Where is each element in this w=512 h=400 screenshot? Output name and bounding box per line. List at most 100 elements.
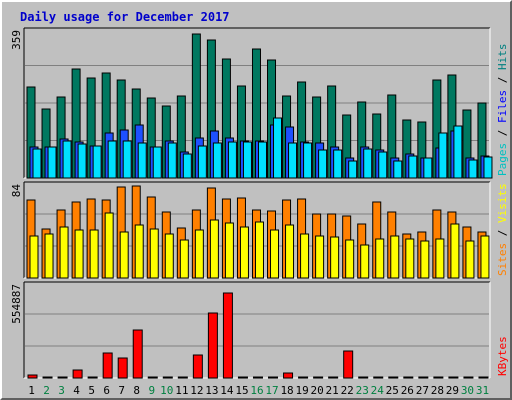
- day-27-bars: [417, 121, 433, 179]
- day-29-bars: [447, 211, 460, 279]
- day-25-bars: [387, 211, 400, 279]
- bar-kbytes: [463, 376, 474, 379]
- x-tick-label: 21: [326, 384, 339, 397]
- x-tick-label: 23: [356, 384, 369, 397]
- bar-visits: [330, 236, 340, 279]
- day-24-bars: [372, 113, 388, 179]
- bar-visits: [29, 235, 39, 279]
- day-3-bars: [57, 376, 68, 379]
- bar-pages: [483, 156, 493, 179]
- day-11-bars: [176, 95, 192, 179]
- day-6-bars: [102, 352, 113, 379]
- day-23-bars: [357, 223, 370, 279]
- x-tick-label: 5: [88, 384, 95, 397]
- bar-pages: [333, 149, 343, 179]
- day-20-bars: [312, 96, 328, 179]
- panel-visits-sites: 84 Sites / Visits: [10, 181, 509, 279]
- y-max-label: 84: [10, 184, 23, 198]
- x-tick-label: 18: [280, 384, 293, 397]
- bar-pages: [408, 155, 418, 179]
- bar-kbytes: [313, 376, 324, 379]
- x-tick-label: 19: [295, 384, 308, 397]
- bar-kbytes: [418, 376, 429, 379]
- bar-kbytes: [268, 376, 279, 379]
- day-9-bars: [146, 196, 159, 279]
- day-19-bars: [297, 198, 310, 279]
- day-2-bars: [41, 228, 54, 279]
- bar-pages: [242, 141, 252, 179]
- bar-pages: [393, 160, 403, 179]
- legend-separator: /: [496, 223, 509, 243]
- x-tick-label: 2: [43, 384, 50, 397]
- day-25-bars: [388, 376, 399, 379]
- bar-pages: [363, 148, 373, 179]
- bar-kbytes: [298, 376, 309, 379]
- bar-kbytes: [403, 376, 414, 379]
- bar-kbytes: [42, 376, 53, 379]
- day-31-bars: [478, 376, 489, 379]
- bar-pages: [453, 125, 463, 179]
- bar-pages: [182, 153, 192, 179]
- day-5-bars: [86, 198, 99, 279]
- bar-kbytes: [147, 376, 158, 379]
- x-tick-label: 22: [341, 384, 354, 397]
- day-8-bars: [131, 88, 147, 179]
- legend-separator: /: [496, 70, 509, 90]
- x-tick-label: 3: [58, 384, 65, 397]
- day-16-bars: [251, 48, 267, 179]
- bar-kbytes: [237, 376, 248, 379]
- day-9-bars: [147, 376, 158, 379]
- bar-pages: [137, 142, 147, 179]
- bar-visits: [74, 229, 84, 279]
- day-11-bars: [177, 376, 188, 379]
- day-12-bars: [191, 33, 207, 179]
- bar-visits: [315, 235, 325, 279]
- day-17-bars: [267, 59, 283, 179]
- bar-visits: [209, 219, 219, 279]
- day-6-bars: [101, 72, 117, 179]
- day-20-bars: [312, 213, 325, 279]
- bar-visits: [450, 223, 460, 279]
- bar-visits: [345, 239, 355, 279]
- day-5-bars: [87, 376, 98, 379]
- x-tick-label: 16: [250, 384, 263, 397]
- day-22-bars: [342, 114, 358, 179]
- day-10-bars: [161, 211, 174, 279]
- day-12-bars: [192, 354, 203, 379]
- day-30-bars: [462, 109, 478, 179]
- day-4-bars: [71, 68, 87, 179]
- day-18-bars: [282, 95, 298, 179]
- bar-pages: [303, 142, 313, 179]
- bar-pages: [378, 151, 388, 179]
- legend: Sites / Visits: [496, 183, 509, 276]
- day-8-bars: [132, 329, 143, 379]
- x-tick-label: 31: [476, 384, 489, 397]
- day-23-bars: [357, 101, 373, 179]
- bar-pages: [122, 140, 132, 179]
- bar-kbytes: [433, 376, 444, 379]
- day-11-bars: [176, 227, 189, 279]
- bar-visits: [224, 222, 234, 279]
- day-14-bars: [221, 58, 237, 179]
- x-tick-label: 28: [431, 384, 444, 397]
- day-18-bars: [282, 199, 295, 279]
- bar-visits: [300, 233, 310, 279]
- x-tick-label: 7: [118, 384, 125, 397]
- day-6-bars: [101, 199, 114, 279]
- day-18-bars: [283, 372, 294, 379]
- day-28-bars: [432, 79, 448, 179]
- legend-visits: Visits: [496, 183, 509, 223]
- bar-pages: [62, 140, 72, 179]
- day-1-bars: [27, 374, 38, 379]
- day-16-bars: [251, 209, 264, 279]
- bar-visits: [420, 240, 430, 279]
- day-12-bars: [191, 209, 204, 279]
- legend-kbytes: KBytes: [496, 336, 509, 376]
- panel-hits-files-pages: 359 Pages / Files / Hits: [10, 27, 509, 179]
- day-27-bars: [417, 231, 430, 279]
- legend: Pages / Files / Hits: [496, 44, 509, 177]
- bar-kbytes: [207, 312, 218, 379]
- x-tick-label: 4: [73, 384, 80, 397]
- bar-kbytes: [192, 354, 203, 379]
